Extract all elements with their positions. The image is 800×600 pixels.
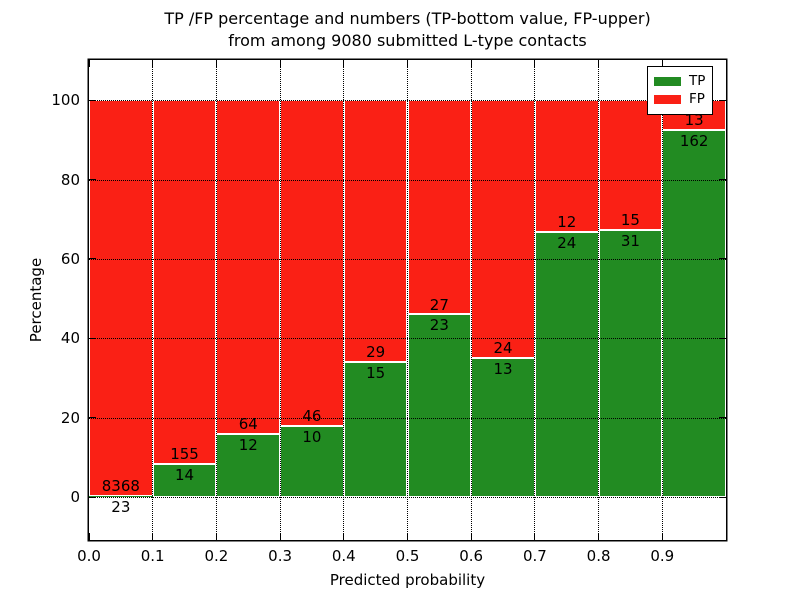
x-tick-top: [279, 60, 281, 67]
x-tick-label: 0.0: [77, 547, 101, 565]
bar-tp-segment: [152, 464, 217, 498]
gridline-vertical: [152, 60, 154, 540]
x-tick: [343, 533, 345, 540]
bar-tp-segment: [343, 361, 408, 498]
x-axis-label: Predicted probability: [329, 571, 486, 589]
x-tick-top: [215, 60, 217, 67]
y-tick: [89, 99, 96, 101]
y-tick-right: [719, 496, 726, 498]
bar-tp-segment: [598, 229, 663, 498]
x-tick-top: [407, 60, 408, 67]
bar-tp-segment: [534, 232, 599, 498]
x-tick-top: [88, 60, 90, 67]
x-tick-label: 0.7: [522, 547, 547, 565]
x-tick-label: 0.3: [268, 547, 293, 565]
gridline-vertical: [279, 60, 281, 540]
x-tick: [407, 533, 408, 540]
y-tick-right: [719, 99, 726, 101]
y-tick-label: 60: [60, 249, 80, 268]
bar-fp-segment: [280, 100, 344, 427]
bar-fp-segment: [89, 100, 153, 497]
x-tick-label: 0.8: [586, 547, 611, 565]
x-tick: [470, 533, 472, 540]
y-tick-right: [719, 417, 726, 419]
chart-title-line2: from among 9080 submitted L-type contact…: [228, 31, 587, 50]
bar-tp-segment: [662, 129, 726, 498]
legend-item-fp: FP: [654, 91, 712, 108]
y-tick-label: 40: [60, 329, 80, 348]
x-tick-top: [598, 60, 600, 67]
x-tick-top: [661, 60, 663, 67]
bar-fp-segment: [216, 100, 281, 435]
x-tick: [661, 533, 663, 540]
y-tick: [89, 179, 96, 180]
x-tick-label: 0.6: [459, 547, 484, 565]
bar-tp-segment: [471, 357, 535, 498]
gridline-vertical: [534, 60, 536, 540]
x-tick: [152, 533, 154, 540]
x-tick: [88, 533, 90, 540]
y-tick: [89, 337, 96, 339]
chart-title: TP /FP percentage and numbers (TP-bottom…: [89, 8, 726, 52]
bar-tp-segment: [407, 314, 472, 498]
gridline-vertical: [215, 60, 217, 540]
y-tick-label: 0: [70, 488, 80, 507]
x-tick-top: [725, 60, 727, 67]
x-tick-label: 0.5: [395, 547, 420, 565]
x-tick-top: [470, 60, 472, 67]
y-tick: [89, 417, 96, 419]
y-tick-right: [719, 179, 726, 180]
bar-fp-segment: [471, 100, 535, 358]
y-tick-right: [719, 337, 726, 339]
y-tick-label: 80: [60, 170, 80, 189]
legend: TP FP: [647, 66, 713, 115]
gridline-vertical: [407, 60, 408, 540]
bar-fp-segment: [152, 100, 217, 465]
chart-title-line1: TP /FP percentage and numbers (TP-bottom…: [164, 9, 651, 28]
bar-fp-segment: [343, 100, 408, 362]
bar-fp-segment: [407, 100, 472, 315]
legend-label-tp: TP: [689, 73, 706, 89]
y-tick: [89, 258, 96, 260]
bar-tp-segment: [216, 434, 281, 498]
gridline-vertical: [470, 60, 472, 540]
y-tick-right: [719, 258, 726, 260]
x-tick: [215, 533, 217, 540]
y-tick: [89, 496, 96, 498]
bar-tp-count-label: 23: [111, 498, 131, 517]
x-tick-top: [534, 60, 536, 67]
y-tick-label: 20: [60, 408, 80, 427]
x-tick-label: 0.9: [650, 547, 675, 565]
gridline-vertical: [343, 60, 345, 540]
y-tick-label: 100: [51, 91, 80, 110]
plot-area: TP FP 8368 23 155 14 64 12 46 10 29 15 27 23 24 13 12 2…: [89, 60, 726, 540]
bar-tp-segment: [280, 426, 344, 498]
gridline-vertical: [598, 60, 600, 540]
x-tick: [534, 533, 536, 540]
x-tick-top: [343, 60, 345, 67]
gridline-vertical: [661, 60, 663, 540]
legend-swatch-fp-icon: [654, 95, 681, 104]
x-tick-label: 0.1: [140, 547, 165, 565]
x-tick-label: 0.2: [204, 547, 229, 565]
legend-item-tp: TP: [654, 73, 712, 90]
bar-fp-segment: [534, 100, 599, 233]
bar-tp-segment: [89, 496, 153, 498]
x-tick: [598, 533, 600, 540]
x-tick-top: [152, 60, 154, 67]
x-tick: [725, 533, 727, 540]
bar-fp-segment: [598, 100, 663, 230]
x-tick: [279, 533, 281, 540]
legend-label-fp: FP: [689, 91, 705, 107]
x-tick-label: 0.4: [331, 547, 356, 565]
legend-swatch-tp-icon: [654, 77, 681, 86]
